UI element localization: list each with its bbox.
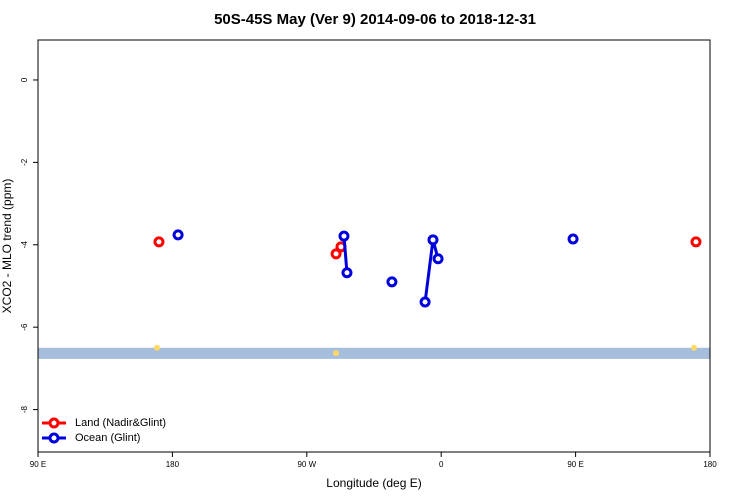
legend-marker <box>48 417 60 429</box>
chart-title: 50S-45S May (Ver 9) 2014-09-06 to 2018-1… <box>214 11 536 28</box>
legend-label: Land (Nadir&Glint) <box>75 417 166 429</box>
x-tick-label: 90 E <box>567 460 583 469</box>
legend-label: Ocean (Glint) <box>75 432 140 444</box>
x-axis-label: Longitude (deg E) <box>326 476 421 490</box>
x-tick-label: 0 <box>439 460 444 469</box>
series-point <box>427 234 439 246</box>
series-point <box>153 236 165 248</box>
band <box>38 347 710 359</box>
x-tick-label: 90 W <box>297 460 316 469</box>
series-point <box>567 233 579 245</box>
legend-marker <box>48 432 60 444</box>
y-axis-label: XCO2 - MLO trend (ppm) <box>0 179 14 314</box>
y-tick-label: -4 <box>20 241 29 249</box>
highlight-point <box>333 350 340 357</box>
y-tick-label: 0 <box>20 77 29 82</box>
series-point <box>690 236 702 248</box>
series-point <box>432 253 444 265</box>
plot-frame <box>37 39 711 453</box>
series-point <box>330 248 342 260</box>
series-point <box>386 276 398 288</box>
y-tick-label: -6 <box>20 323 29 331</box>
series-point <box>419 296 431 308</box>
series-point <box>341 267 353 279</box>
x-tick-label: 180 <box>703 460 717 469</box>
series-point <box>338 230 350 242</box>
series-point <box>172 229 184 241</box>
highlight-point <box>154 344 161 351</box>
x-tick-label: 90 E <box>30 460 46 469</box>
highlight-point <box>691 344 698 351</box>
y-tick-label: -2 <box>20 158 29 166</box>
y-tick-label: -8 <box>20 405 29 413</box>
x-tick-label: 180 <box>166 460 180 469</box>
series-line <box>423 239 440 303</box>
series-line <box>342 235 349 273</box>
